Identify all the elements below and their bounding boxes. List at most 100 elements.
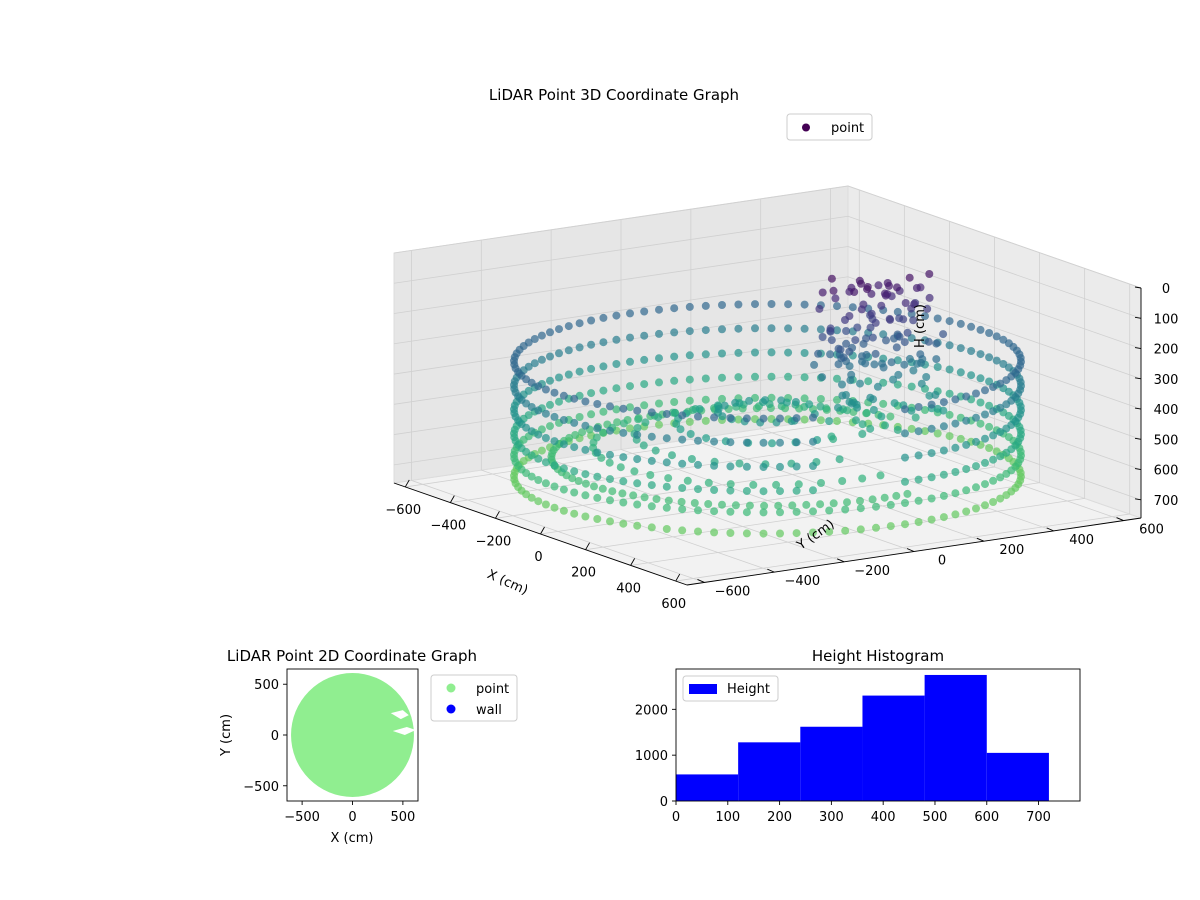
scatter3d-point: [788, 501, 797, 510]
scatter3d-point: [626, 309, 634, 318]
scatter3d-point: [612, 360, 621, 368]
scatter3d-point: [925, 270, 934, 278]
scatter3d-point: [903, 328, 912, 337]
scatter3d-point: [546, 328, 554, 337]
scatter3d-y-tick: [906, 548, 915, 552]
scatter3d-point: [834, 360, 843, 369]
scatter3d-point: [776, 438, 784, 447]
scatter3d-point: [856, 379, 864, 388]
scatter3d-point: [886, 522, 895, 531]
scatter3d-point: [701, 395, 710, 404]
scatter3d-point: [856, 496, 864, 505]
scatter3d-point: [880, 493, 889, 502]
scatter3d-point: [694, 412, 702, 421]
scatter3d-point: [1002, 376, 1011, 385]
scatter3d-point: [816, 325, 825, 334]
scatter3d-point: [931, 390, 940, 399]
scatter3d-point: [651, 446, 660, 455]
scatter3d-point: [734, 300, 743, 309]
scatter3d-point: [534, 454, 543, 463]
scatter3d-point: [939, 406, 948, 415]
scatter3d-point: [710, 461, 719, 470]
scatter3d-points: [510, 270, 1025, 538]
grid-line-x: [585, 252, 1040, 551]
scatter2d-ticks: −500 0 500 −500 0 500: [243, 678, 415, 825]
scatter3d-point: [559, 391, 568, 400]
scatter3d-point: [809, 413, 817, 422]
scatter3d-point: [662, 482, 671, 491]
histogram-bar: [676, 774, 739, 801]
scatter3d-point: [685, 417, 694, 426]
histogram-frame: [675, 668, 1081, 802]
scatter3d-point: [612, 405, 621, 414]
scatter3d-point: [777, 396, 786, 405]
scatter3d-point: [956, 319, 965, 328]
scatter3d-point: [662, 525, 671, 533]
scatter3d-point: [767, 324, 776, 333]
scatter3d-x-tick: [630, 558, 636, 566]
scatter3d-point: [678, 435, 687, 444]
scatter3d-point: [914, 451, 923, 460]
scatter2d-legend: point wall: [430, 674, 518, 722]
scatter3d-point: [734, 373, 743, 382]
scatter2d-y-tick-label: 500: [254, 678, 279, 693]
scatter3d-point: [570, 488, 579, 497]
scatter3d-point: [634, 415, 643, 424]
scatter3d-point: [568, 474, 577, 483]
scatter3d-y-tick: [767, 568, 775, 573]
scatter3d-point: [933, 429, 942, 438]
scatter3d-point: [956, 344, 965, 353]
scatter3d-x-tick-label: −400: [430, 519, 466, 534]
scatter3d-point: [962, 486, 971, 495]
scatter3d-point: [647, 456, 656, 465]
scatter3d-point: [726, 438, 735, 447]
scatter3d-point: [581, 445, 590, 454]
scatter3d-point: [810, 360, 819, 369]
scatter3d-point: [678, 484, 687, 492]
scatter3d-point: [759, 508, 768, 517]
scatter3d-point: [996, 379, 1005, 388]
scatter3d-point: [818, 373, 827, 382]
scatter3d-point: [575, 319, 584, 328]
scatter3d-point: [695, 405, 704, 413]
scatter3d-point: [776, 414, 784, 423]
scatter3d-point: [800, 349, 809, 357]
scatter3d-point: [816, 416, 825, 425]
scatter3d-point: [581, 470, 590, 479]
scatter3d-point: [886, 500, 895, 509]
scatter3d-point: [816, 500, 825, 509]
scatter3d-point: [759, 438, 768, 447]
scatter3d-point: [951, 468, 960, 476]
scatter3d-point: [612, 384, 621, 393]
scatter3d-h-tick-label: 600: [1154, 464, 1179, 479]
scatter3d-h-tick: [1134, 377, 1142, 380]
scatter3d-point: [633, 406, 642, 415]
scatter3d-h-tick: [1134, 316, 1142, 319]
scatter3d-point: [593, 400, 602, 408]
histogram-bar: [986, 752, 1049, 801]
scatter3d-point: [976, 374, 985, 383]
scatter3d-y-tick-label: −200: [854, 564, 890, 579]
scatter3d-point: [917, 379, 926, 388]
scatter3d-point: [670, 398, 679, 406]
scatter3d-point: [759, 414, 768, 423]
scatter3d-point: [710, 413, 719, 422]
scatter3d-point: [570, 394, 579, 403]
scatter3d-point: [951, 395, 960, 404]
scatter2d-gap: [390, 710, 409, 720]
scatter3d-point: [925, 391, 934, 400]
scatter3d-point: [914, 427, 923, 436]
scatter3d-point: [599, 386, 608, 395]
scatter3d-point: [945, 389, 954, 398]
scatter3d-point: [593, 448, 602, 457]
scatter3d-point: [989, 431, 998, 440]
scatter3d-point: [838, 391, 847, 400]
scatter3d-point: [575, 343, 584, 352]
scatter3d-h-tick-label: 100: [1154, 312, 1179, 327]
scatter3d-x-tick-label: −200: [476, 534, 512, 549]
scatter3d-point: [838, 380, 846, 389]
scatter2d-legend-label-wall: wall: [476, 703, 502, 718]
scatter3d-point: [734, 324, 743, 333]
scatter3d-point: [633, 521, 642, 530]
